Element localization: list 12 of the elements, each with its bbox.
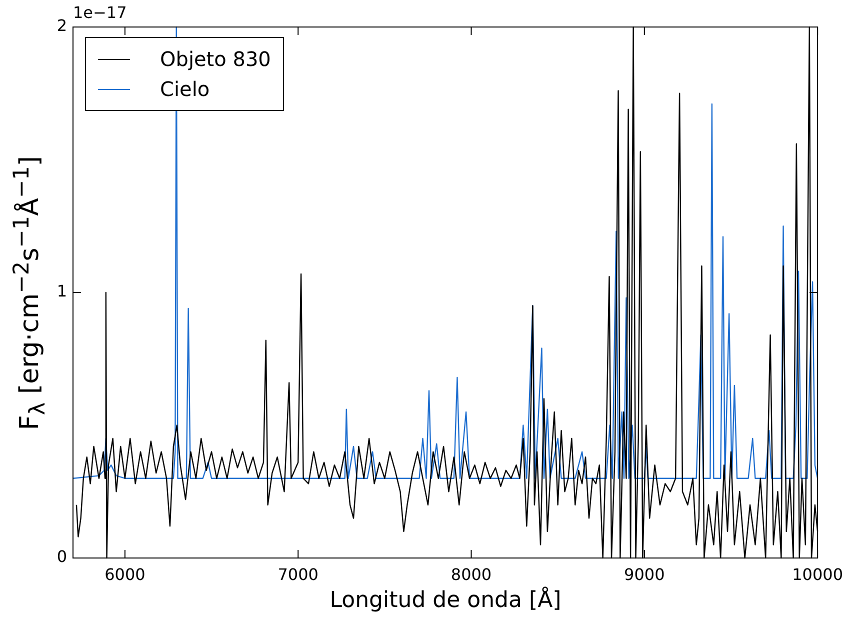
legend-label: Cielo bbox=[160, 76, 210, 103]
y-tick-label: 1 bbox=[56, 282, 67, 301]
x-tick-label: 8000 bbox=[450, 564, 492, 584]
x-tick-label: 6000 bbox=[104, 564, 146, 584]
legend-label: Objeto 830 bbox=[160, 46, 271, 73]
x-tick-label: 7000 bbox=[278, 564, 318, 584]
y-tick-label: 0 bbox=[56, 547, 67, 566]
x-tick-label: 9000 bbox=[624, 564, 665, 584]
text: 1e−17 bbox=[73, 3, 127, 22]
y-tick-label: 2 bbox=[56, 16, 67, 36]
x-tick-label: 10000 bbox=[792, 564, 844, 584]
x-axis-title: Longitud de onda [Å] bbox=[328, 588, 562, 613]
